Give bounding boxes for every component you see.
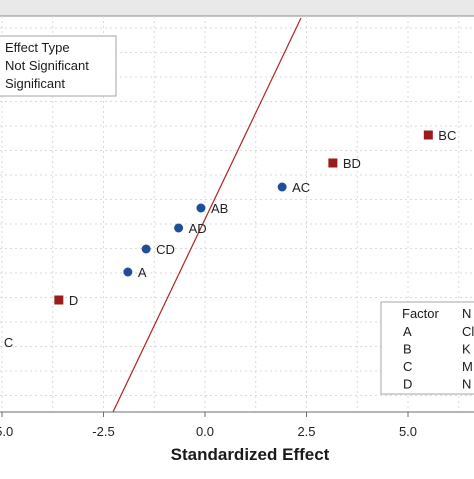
- point-cd-label: CD: [156, 242, 175, 257]
- x-axis: -5.0 -2.5 0.0 2.5 5.0: [0, 411, 474, 439]
- point-ab: [196, 203, 206, 213]
- x-tick-label: -5.0: [0, 424, 13, 439]
- point-bd: [328, 158, 338, 168]
- effect-legend-item: Significant: [5, 76, 65, 91]
- factor-legend-factor: C: [403, 359, 412, 374]
- reference-line-layer: [112, 17, 302, 413]
- factor-legend-header: Factor: [402, 306, 440, 321]
- factor-legend-header-name: N: [462, 306, 471, 321]
- x-tick-label: -2.5: [92, 424, 114, 439]
- point-ad: [174, 223, 184, 233]
- top-band: [0, 0, 474, 16]
- effect-legend-box: [0, 35, 117, 97]
- x-tick-label: 5.0: [399, 424, 417, 439]
- factor-legend-name: K: [462, 342, 471, 357]
- x-tick-label: 2.5: [297, 424, 315, 439]
- point-d: [54, 295, 64, 305]
- point-ad-label: AD: [189, 221, 207, 236]
- point-bc-label: BC: [438, 128, 456, 143]
- point-ab-label: AB: [211, 201, 228, 216]
- point-bd-label: BD: [343, 156, 361, 171]
- point-a-label: A: [138, 265, 147, 280]
- factor-legend-factor: B: [403, 342, 412, 357]
- reference-line: [112, 17, 302, 413]
- factor-legend: Factor N A Cl B K C M D N: [380, 301, 474, 395]
- point-a: [123, 267, 133, 277]
- factor-legend-name: M: [462, 359, 473, 374]
- factor-legend-name: Cl: [462, 324, 474, 339]
- x-tick-label: 0.0: [196, 424, 214, 439]
- factor-legend-box: [380, 301, 474, 395]
- factor-legend-name: N: [462, 377, 471, 392]
- x-axis-label: Standardized Effect: [171, 445, 330, 464]
- effect-legend-item: Not Significant: [5, 58, 89, 73]
- effect-type-legend: Effect Type Not Significant Significant: [0, 35, 117, 97]
- factor-legend-factor: D: [403, 377, 412, 392]
- point-bc: [423, 130, 433, 140]
- effect-legend-title: Effect Type: [5, 40, 70, 55]
- point-ac-label: AC: [292, 180, 310, 195]
- point-d-label: D: [69, 293, 78, 308]
- point-c-label: C: [4, 335, 13, 350]
- point-ac: [277, 182, 287, 192]
- factor-legend-factor: A: [403, 324, 412, 339]
- point-cd: [141, 244, 151, 254]
